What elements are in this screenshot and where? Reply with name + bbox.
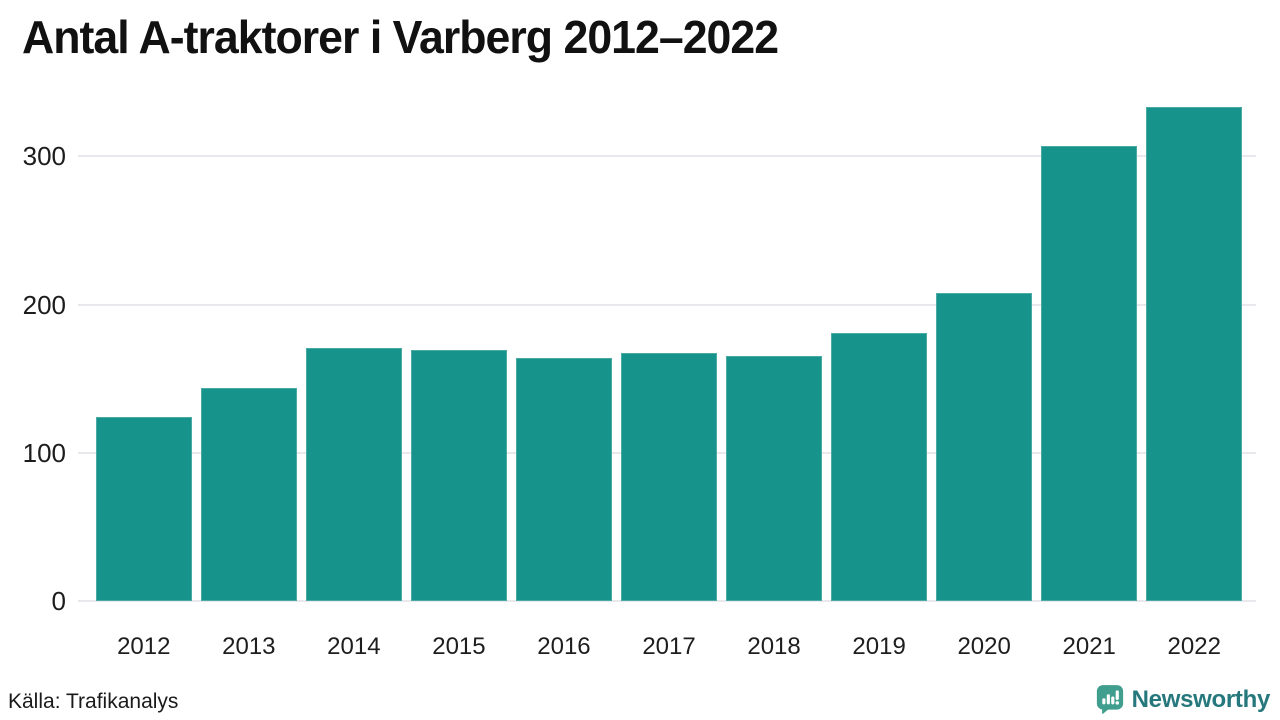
x-tick-label-2014: 2014 (327, 633, 381, 660)
gridline-0 (78, 600, 1256, 602)
x-tick-label-2016: 2016 (537, 633, 591, 660)
bar-2012 (96, 417, 192, 601)
y-tick-label-200: 200 (22, 289, 66, 320)
gridline-200 (78, 303, 1256, 306)
bar-2014 (306, 348, 402, 601)
y-tick-label-100: 100 (22, 437, 66, 468)
x-tick-label-2015: 2015 (432, 633, 486, 660)
bar-2021 (1041, 146, 1137, 601)
bar-2016 (516, 358, 612, 601)
bar-2015 (411, 350, 507, 601)
y-tick-label-300: 300 (22, 141, 66, 172)
newsworthy-logo-icon (1096, 684, 1124, 715)
bar-2020 (936, 293, 1032, 601)
y-tick-label-0: 0 (51, 586, 66, 616)
gridline-300 (78, 155, 1256, 158)
x-axis-labels: 2012 2013 2014 2015 2016 2017 2018 2019 2020 2021… (96, 627, 1242, 667)
brand-name: Newsworthy (1131, 685, 1271, 713)
footer: Källa: Trafikanalys Newsworthy (0, 682, 1280, 720)
plot-area: 0 100 200 300 (0, 97, 1280, 614)
bar-2018 (726, 356, 822, 601)
x-tick-label-2022: 2022 (1167, 633, 1221, 660)
x-tick-label-2020: 2020 (957, 633, 1011, 660)
x-tick-label-2019: 2019 (852, 633, 906, 660)
brand-logo: Newsworthy (1096, 684, 1270, 715)
x-tick-label-2017: 2017 (642, 633, 696, 660)
chart-title: Antal A-traktorer i Varberg 2012–2022 (22, 11, 779, 63)
x-tick-label-2021: 2021 (1062, 633, 1116, 660)
bar-2013 (201, 388, 297, 601)
source-label: Källa: Trafikanalys (8, 690, 179, 713)
bar-2017 (621, 353, 717, 601)
x-tick-label-2013: 2013 (222, 633, 276, 660)
x-tick-label-2012: 2012 (117, 633, 171, 660)
bar-2019 (831, 333, 927, 601)
x-tick-label-2018: 2018 (747, 633, 801, 660)
y-axis-labels: 0 100 200 300 (0, 97, 66, 614)
bar-series (96, 97, 1243, 601)
bar-2022 (1146, 107, 1243, 601)
